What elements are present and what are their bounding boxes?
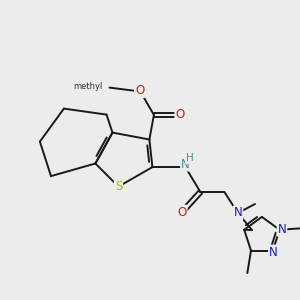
Text: H: H bbox=[186, 153, 194, 163]
Text: N: N bbox=[278, 223, 286, 236]
Text: O: O bbox=[135, 84, 144, 97]
Text: O: O bbox=[176, 108, 184, 122]
Text: S: S bbox=[115, 180, 122, 193]
Text: methyl: methyl bbox=[74, 82, 103, 91]
Text: N: N bbox=[269, 245, 278, 259]
Text: N: N bbox=[181, 158, 190, 171]
Text: N: N bbox=[233, 206, 242, 220]
Text: O: O bbox=[178, 206, 187, 219]
